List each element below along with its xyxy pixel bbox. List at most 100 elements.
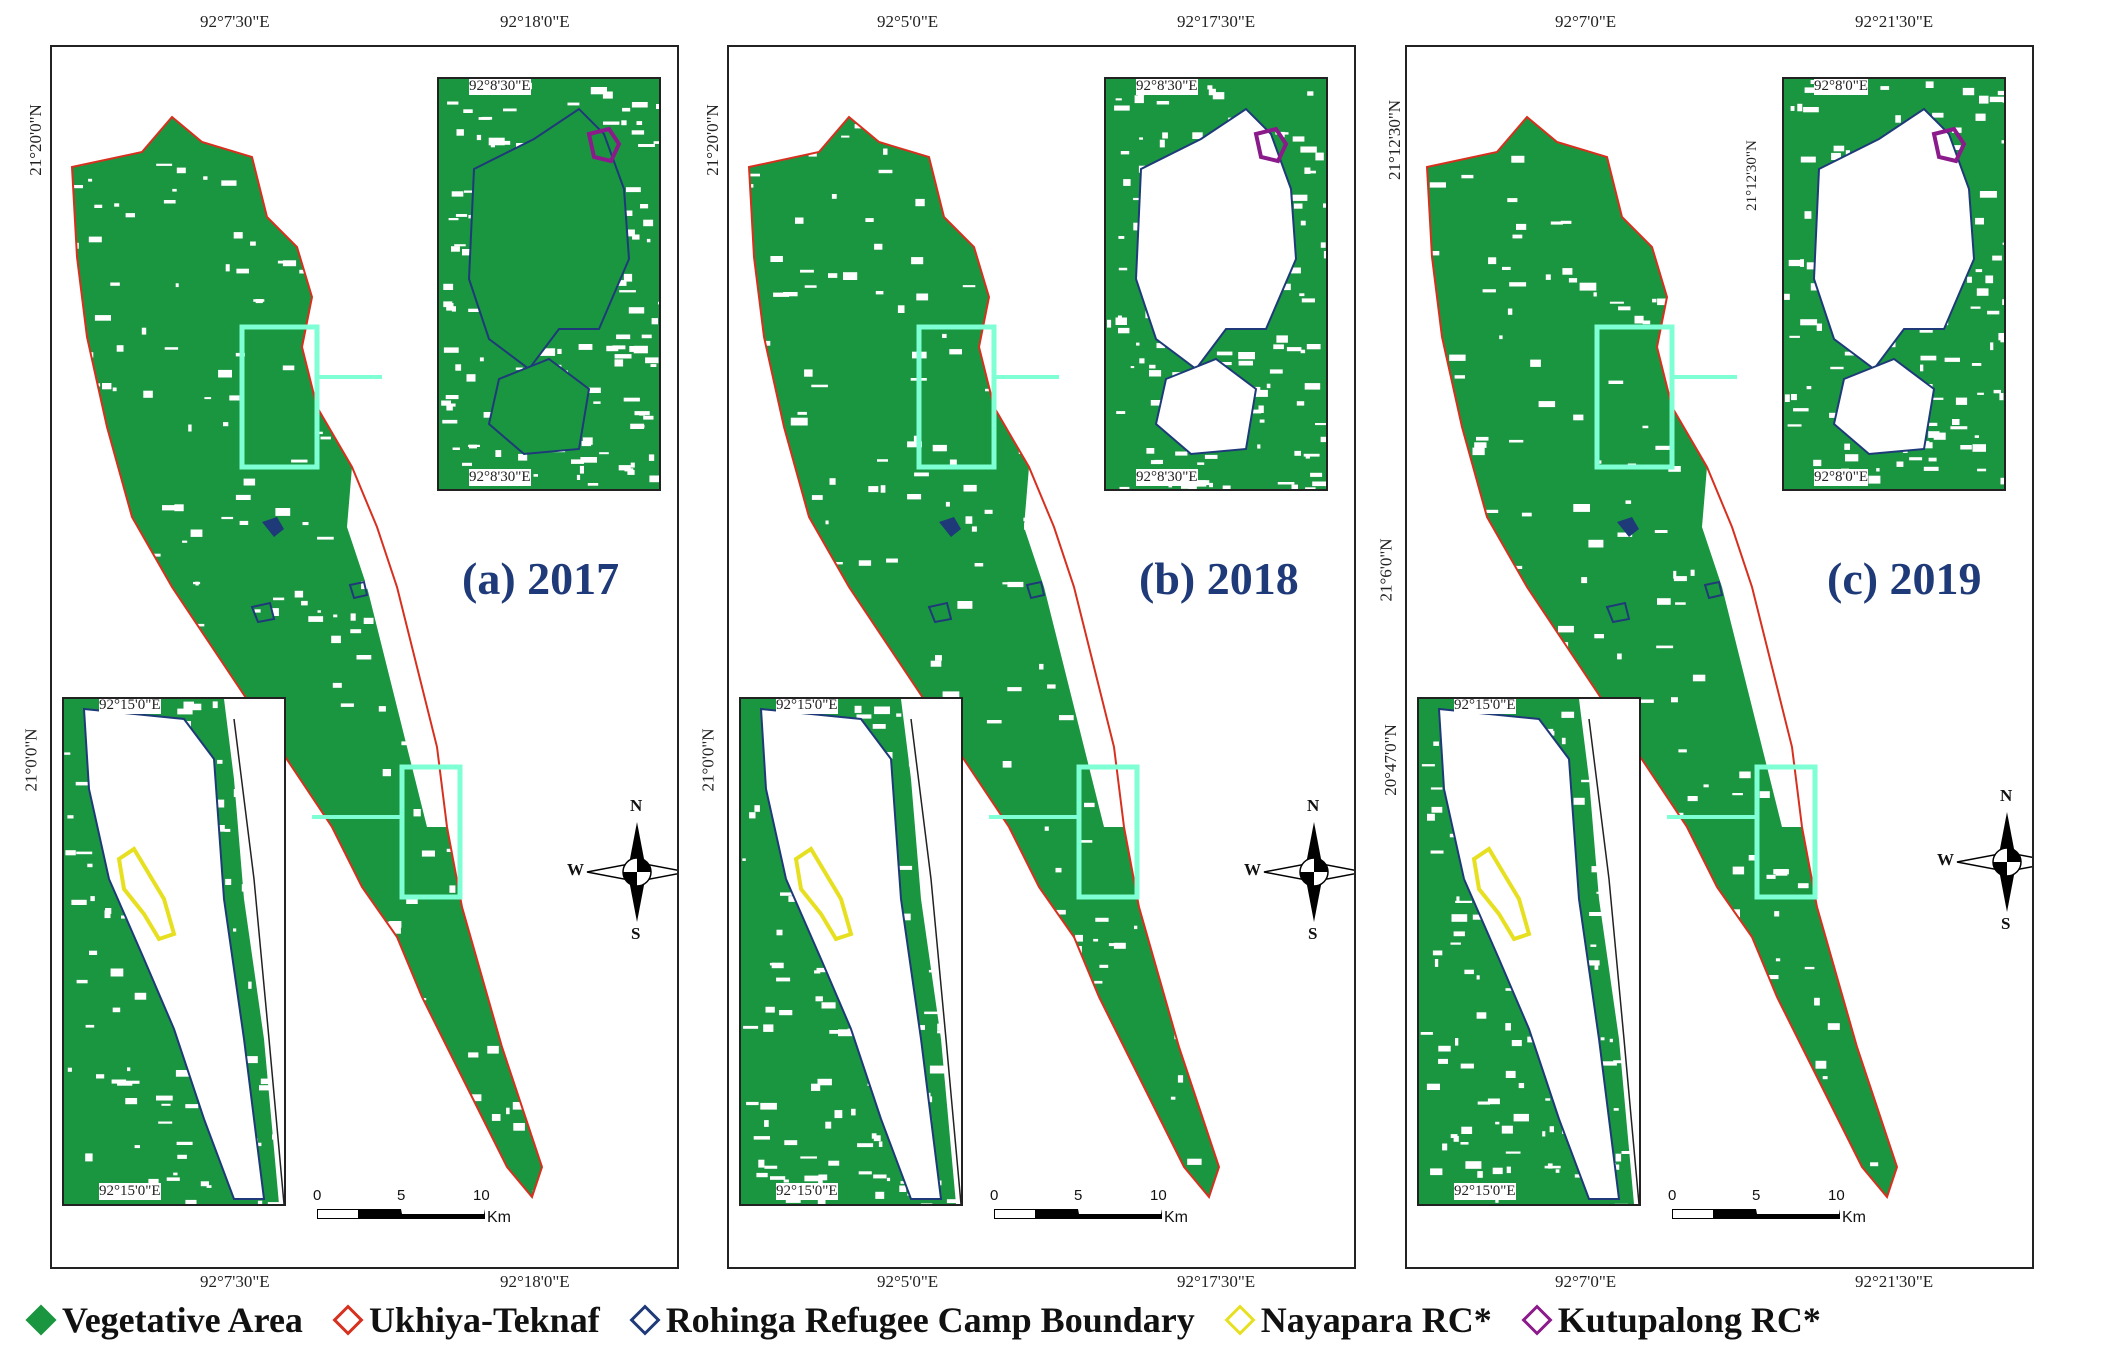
nayapara-inset: 92°15'0"E 92°15'0"E [62,697,286,1206]
top-coord-left: 92°7'30"E [200,12,270,31]
nayapara-highlight-box [1076,764,1140,900]
kutupalong-camp-boundary-south [487,357,591,456]
year-label: (c) 2019 [1827,553,1982,604]
kutupalong-rc-marker [1253,126,1289,164]
nayapara-camp-boundary [759,707,943,1200]
left-coord-top: 21°12'30"N [1385,99,1405,181]
scale-tick-0: 0 [1668,1187,1677,1204]
compass-w: W [1937,850,1954,869]
legend-label: Vegetative Area [62,1300,303,1340]
left-coord-top: 21°20'0"N [25,104,45,176]
kutupalong-inset-top-coord: 92°8'30"E [1136,78,1198,95]
compass-n: N [1307,796,1320,815]
kutupalong-inset-svg [439,79,659,489]
nayapara-inset-top-coord: 92°15'0"E [776,697,838,714]
vegetation-area [1427,117,1897,1197]
kutupalong-inset-top-coord: 92°8'0"E [1814,78,1868,95]
kutupalong-inset: 92°8'30"E 92°8'30"E [1104,77,1328,491]
camp-marker [1617,517,1639,537]
scale-bar: 0 5 10 Km [313,1187,511,1237]
north-arrow: N S E W [1937,786,2032,933]
nayapara-inset: 92°15'0"E 92°15'0"E [1417,697,1641,1206]
camp-marker [1703,580,1724,600]
nayapara-inset-bottom-coord: 92°15'0"E [1454,1183,1516,1200]
map-panel-2: 92°5'0"E 92°17'30"E 21°20'0"N 21°0'0"N 2… [699,0,1417,1300]
kutupalong-inset-side-coord: 21°12'30"N [1743,140,1760,211]
kutupalong-inset-bottom-coord: 92°8'0"E [1814,469,1868,486]
legend-item-camp-boundary: Rohinga Refugee Camp Boundary [629,1299,1195,1341]
camp-diamond-icon [629,1304,661,1336]
camp-marker [927,601,953,624]
nayapara-inset: 92°15'0"E 92°15'0"E [739,697,963,1206]
compass-s: S [1308,924,1318,943]
vegetation-area [72,117,542,1197]
nayapara-highlight-box [1754,764,1818,900]
nayapara-inset-svg [741,699,961,1204]
top-coord-right: 92°18'0"E [500,12,570,31]
kutupalong-highlight-box [916,324,997,470]
nayapara-inset-top-coord: 92°15'0"E [1454,697,1516,714]
nayapara-camp-boundary [82,707,266,1200]
compass-s: S [2001,914,2011,933]
bottom-coord-right: 92°21'30"E [1855,1272,1934,1291]
north-arrow: N S E W [1244,796,1354,943]
legend-label: Rohinga Refugee Camp Boundary [665,1300,1195,1340]
camp-marker [348,580,369,600]
scale-tick-5: 5 [1752,1187,1761,1204]
main-map-frame: 92°8'30"E 92°8'30"E (a) 2017 92°15'0"E 9… [50,45,679,1269]
map-panel-3: 92°7'0"E 92°21'30"E 21°12'30"N 20°47'0"N… [1377,0,2095,1300]
left-coord-top: 21°20'0"N [702,104,722,176]
camp-marker [262,517,284,537]
kutupalong-inset-bottom-coord: 92°8'30"E [469,469,531,486]
main-map-svg [1425,115,1899,1200]
nayapara-diamond-icon [1224,1304,1256,1336]
nayapara-highlight-box [399,764,463,900]
compass-n: N [2000,786,2013,805]
year-label: (a) 2017 [462,553,620,604]
bottom-coord-right: 92°17'30"E [1177,1272,1256,1291]
kutupalong-diamond-icon [1521,1304,1553,1336]
top-coord-right: 92°17'30"E [1177,12,1256,31]
left-coord-bottom: 21°0'0"N [21,728,41,792]
scale-tick-10: 10 [1828,1187,1845,1204]
ukhiya-teknaf-boundary [1425,115,1899,1200]
scale-tick-0: 0 [313,1187,322,1204]
year-label: (b) 2018 [1139,553,1299,604]
scale-bar: 0 5 10 Km [990,1187,1188,1237]
legend-item-nayapara: Nayapara RC* [1224,1299,1492,1341]
vegetation-diamond-icon [25,1304,57,1336]
scale-tick-5: 5 [1074,1187,1083,1204]
nayapara-inset-bottom-coord: 92°15'0"E [99,1183,161,1200]
nayapara-camp-boundary [1437,707,1621,1200]
bottom-coord-left: 92°7'0"E [1555,1272,1617,1291]
legend-item-ukhiya-teknaf: Ukhiya-Teknaf [332,1299,600,1341]
nayapara-rc-marker [793,846,854,942]
compass-rose-icon [1956,812,2032,912]
kutupalong-inset: 92°8'0"E 92°8'0"E [1782,77,2006,491]
kutupalong-highlight-box [1594,324,1675,470]
camp-marker [250,601,276,624]
nayapara-rc-marker [1471,846,1532,942]
legend-item-vegetative-area: Vegetative Area [25,1299,303,1341]
top-coord-left: 92°5'0"E [877,12,939,31]
scale-tick-10: 10 [473,1187,490,1204]
left-coord-middle: 21°6'0"N [1376,538,1396,602]
kutupalong-inset-top-coord: 92°8'30"E [469,78,531,95]
kutupalong-rc-marker [1931,126,1967,164]
left-coord-bottom: 20°47'0"N [1380,724,1400,796]
kutupalong-highlight-box [239,324,320,470]
nayapara-inset-svg [64,699,284,1204]
top-coord-left: 92°7'0"E [1555,12,1617,31]
bottom-coord-right: 92°18'0"E [500,1272,570,1291]
camp-marker [1025,580,1046,600]
compass-w: W [567,860,584,879]
scale-unit: Km [1842,1209,1866,1226]
nayapara-inset-top-coord: 92°15'0"E [99,697,161,714]
compass-s: S [631,924,641,943]
compass-rose-icon [586,822,677,922]
nayapara-rc-marker [116,846,177,942]
map-panel-1: 92°7'30"E 92°18'0"E 21°20'0"N 21°0'0"N 2… [22,0,740,1300]
boundary-diamond-icon [332,1304,364,1336]
kutupalong-inset-svg [1784,79,2004,489]
kutupalong-inset-bottom-coord: 92°8'30"E [1136,469,1198,486]
